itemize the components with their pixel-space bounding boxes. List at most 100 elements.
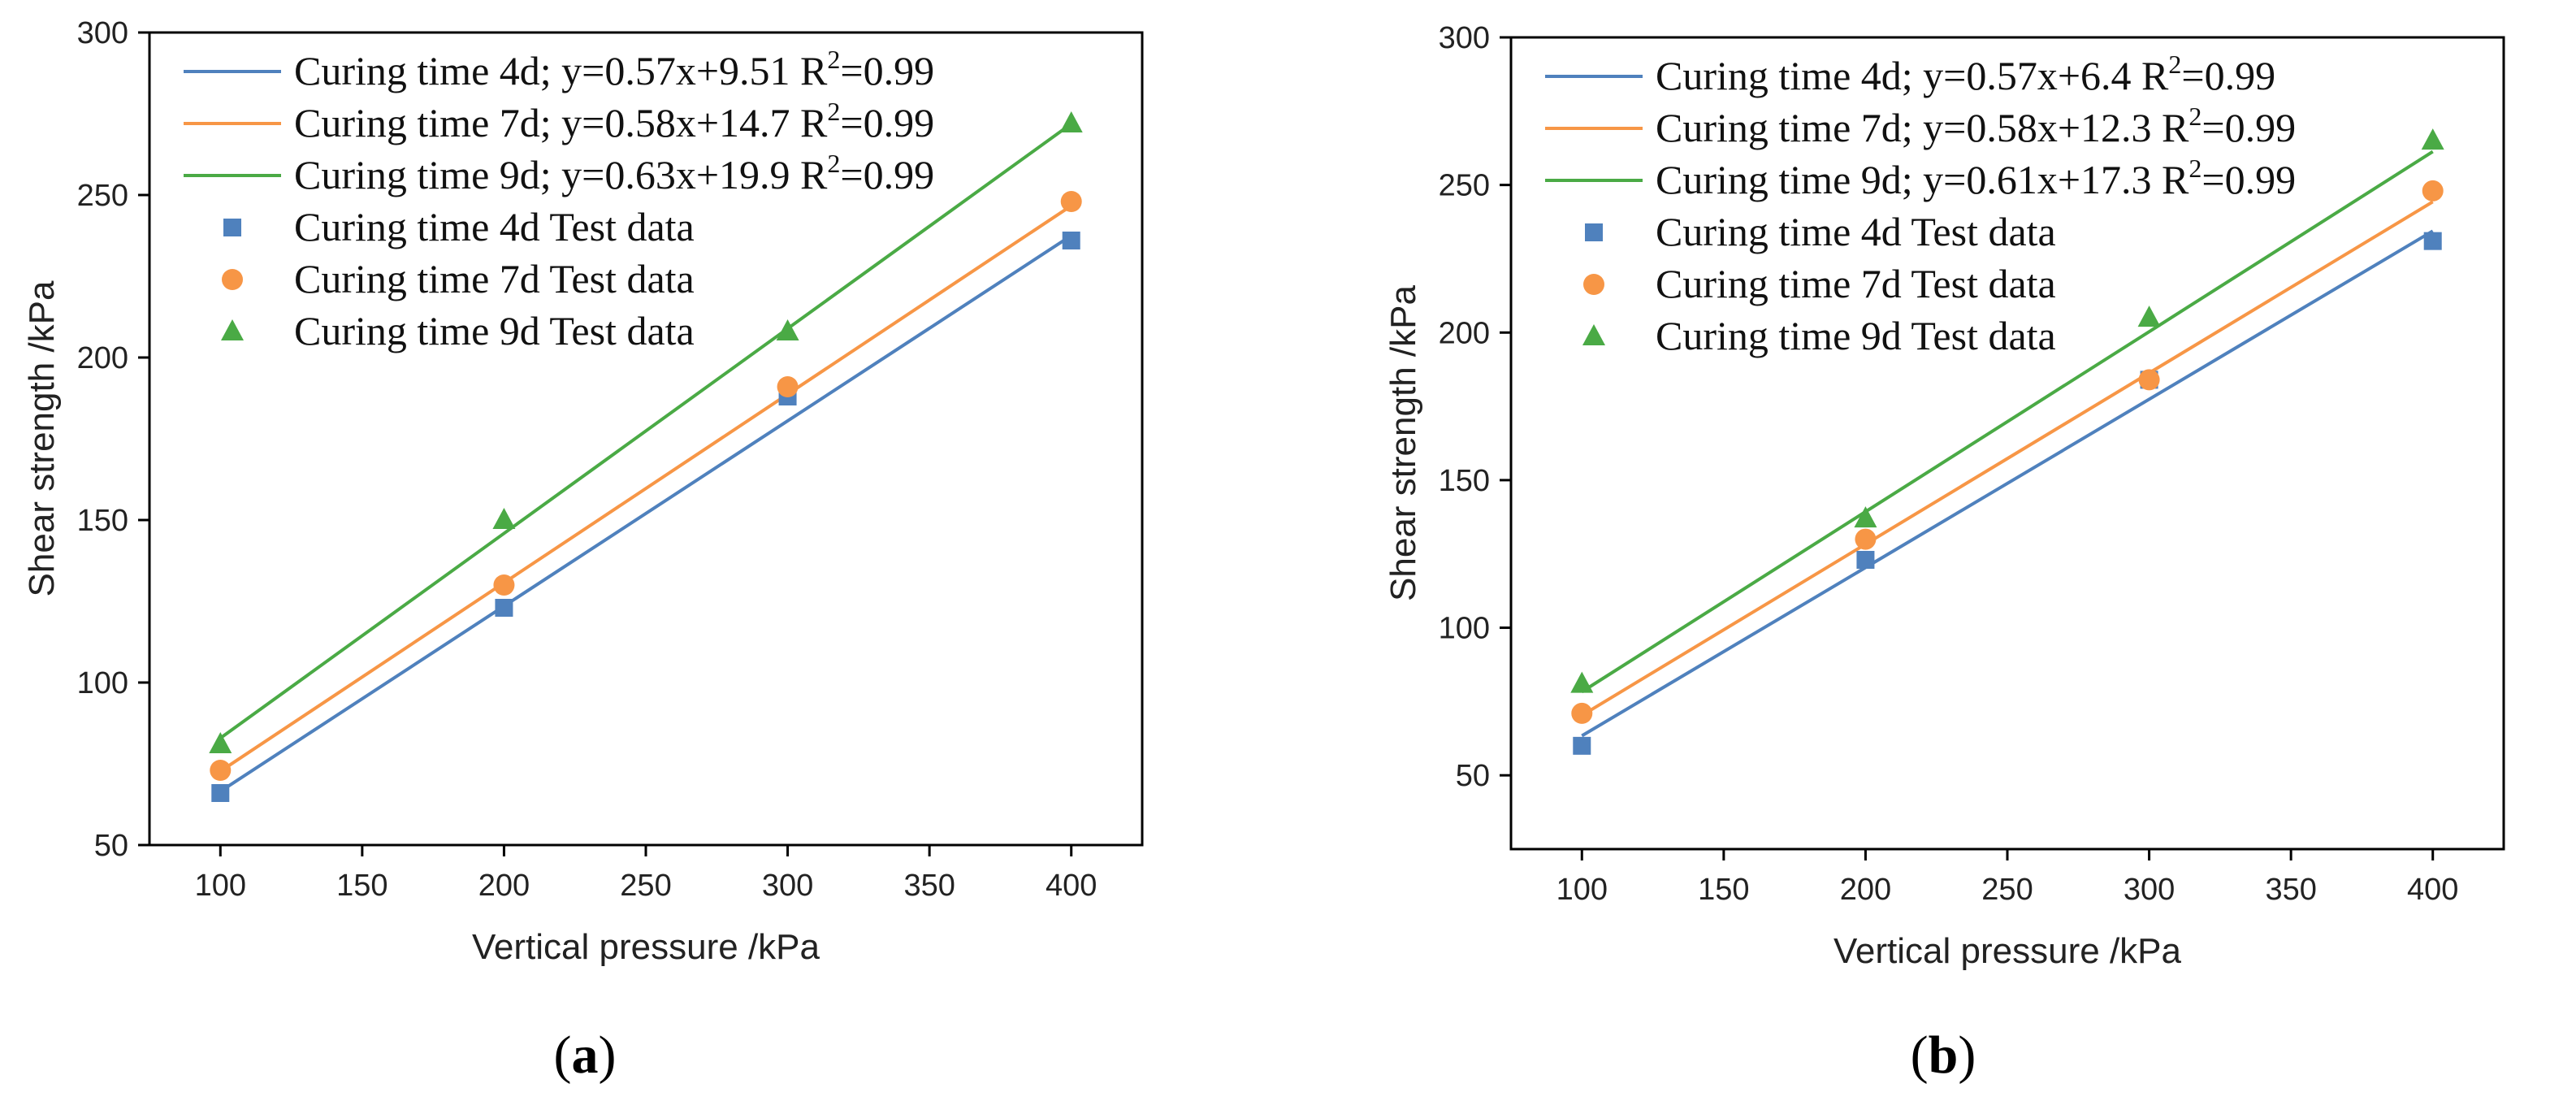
caption-open-paren: ( — [1911, 1025, 1929, 1085]
fit-line — [219, 234, 1072, 793]
x-axis-title: Vertical pressure /kPa — [472, 927, 820, 967]
data-point-square — [1573, 736, 1591, 755]
data-point-triangle — [221, 319, 244, 340]
data-point-circle — [1571, 702, 1593, 724]
panel-caption: (a) — [554, 1025, 617, 1085]
fit-lines — [219, 122, 1072, 793]
legend-superscript: 2 — [2168, 50, 2181, 79]
legend-fit-text: Curing time 7d; y=0.58x+12.3 R — [1656, 105, 2189, 150]
data-markers — [209, 111, 1083, 802]
legend-superscript: 2 — [2189, 154, 2202, 183]
legend: Curing time 4d; y=0.57x+9.51 R2=0.99Curi… — [184, 45, 934, 353]
fit-line — [1581, 150, 2434, 694]
legend-fit-text: Curing time 7d; y=0.58x+14.7 R — [294, 100, 828, 145]
legend-fit-text: Curing time 9d; y=0.61x+17.3 R — [1656, 157, 2189, 202]
fit-line — [219, 204, 1072, 773]
x-tick-label: 300 — [2124, 873, 2175, 907]
x-tick-label: 100 — [1556, 873, 1608, 907]
data-point-square — [1062, 232, 1080, 249]
y-tick-label: 300 — [77, 16, 128, 50]
tick-group: 100 150 200 250 300 350 400 50 100 150 200 250 300 — [1439, 21, 2459, 907]
data-point-triangle — [492, 508, 516, 529]
data-point-square — [2423, 232, 2442, 250]
legend-fit-text: Curing time 9d; y=0.63x+19.9 R — [294, 152, 828, 197]
legend-series-label: Curing time 7d Test data — [294, 256, 695, 301]
x-tick-label: 350 — [903, 869, 955, 903]
tick-group: 100 150 200 250 300 350 400 50 100 150 200 250 300 — [77, 16, 1098, 903]
y-axis-title: Shear strength /kPa — [1383, 285, 1423, 601]
y-tick-label: 200 — [77, 341, 128, 375]
y-axis-title: Shear strength /kPa — [22, 280, 62, 596]
x-tick-label: 250 — [620, 869, 671, 903]
legend-superscript: 2 — [827, 97, 840, 126]
y-tick-label: 150 — [77, 504, 128, 538]
data-point-square — [211, 784, 230, 802]
x-tick-label: 200 — [478, 869, 530, 903]
caption-open-paren: ( — [554, 1025, 572, 1085]
legend-fit-text: Curing time 4d; y=0.57x+9.51 R — [294, 48, 828, 93]
legend-fit-tail: =0.99 — [2202, 105, 2296, 150]
y-tick-label: 50 — [1456, 759, 1490, 793]
legend-fit-tail: =0.99 — [2202, 157, 2296, 202]
data-point-circle — [1583, 274, 1604, 295]
legend-series-label: Curing time 9d Test data — [1656, 313, 2056, 358]
caption-letter: b — [1929, 1025, 1959, 1085]
y-tick-label: 100 — [77, 666, 128, 700]
x-tick-label: 400 — [2407, 873, 2458, 907]
data-point-circle — [493, 574, 515, 596]
y-tick-label: 200 — [1439, 316, 1490, 350]
fit-line — [1581, 200, 2434, 717]
fit-line — [1581, 229, 2434, 738]
y-tick-label: 100 — [1439, 612, 1490, 646]
caption-close-paren: ) — [599, 1025, 617, 1085]
caption-close-paren: ) — [1958, 1025, 1976, 1085]
data-point-circle — [2422, 180, 2444, 202]
data-point-triangle — [1570, 671, 1594, 693]
data-point-circle — [1060, 191, 1082, 212]
data-point-square — [223, 219, 241, 236]
x-tick-label: 150 — [1698, 873, 1749, 907]
x-tick-label: 400 — [1046, 869, 1097, 903]
data-point-circle — [1855, 528, 1877, 550]
legend-series-label: Curing time 7d Test data — [1656, 261, 2056, 306]
x-tick-label: 200 — [1840, 873, 1891, 907]
legend-fit-tail: =0.99 — [840, 152, 934, 197]
data-point-triangle — [2421, 128, 2444, 150]
chart-panel-b: 100 150 200 250 300 350 400 50 100 150 200 250 300 C… — [1383, 21, 2505, 1085]
legend-series-label: Curing time 4d Test data — [294, 204, 695, 249]
x-tick-label: 250 — [1981, 873, 2033, 907]
x-tick-label: 150 — [336, 869, 387, 903]
data-point-triangle — [1059, 111, 1083, 132]
legend-fit-label: Curing time 4d; y=0.57x+9.51 R2=0.99 — [294, 45, 934, 93]
data-markers — [1570, 128, 2444, 755]
legend-fit-tail: =0.99 — [2181, 53, 2275, 98]
data-point-square — [1856, 550, 1875, 569]
y-tick-label: 250 — [77, 179, 128, 213]
data-point-square — [495, 599, 513, 617]
legend-fit-text: Curing time 4d; y=0.57x+6.4 R — [1656, 53, 2169, 98]
data-point-triangle — [776, 319, 799, 340]
legend-fit-label: Curing time 9d; y=0.63x+19.9 R2=0.99 — [294, 149, 934, 197]
data-point-triangle — [1854, 506, 1877, 528]
legend-fit-tail: =0.99 — [840, 100, 934, 145]
legend: Curing time 4d; y=0.57x+6.4 R2=0.99Curin… — [1545, 50, 2296, 358]
legend-fit-label: Curing time 7d; y=0.58x+14.7 R2=0.99 — [294, 97, 934, 145]
chart-panel-a: 100 150 200 250 300 350 400 50 100 150 200 250 300 C… — [22, 16, 1144, 1085]
y-tick-label: 50 — [94, 829, 128, 863]
fit-line — [219, 122, 1072, 740]
x-axis-title: Vertical pressure /kPa — [1834, 931, 2181, 971]
x-tick-label: 100 — [195, 869, 246, 903]
caption-letter: a — [572, 1025, 599, 1085]
legend-fit-label: Curing time 9d; y=0.61x+17.3 R2=0.99 — [1656, 154, 2296, 202]
legend-fit-label: Curing time 4d; y=0.57x+6.4 R2=0.99 — [1656, 50, 2275, 98]
legend-fit-tail: =0.99 — [840, 48, 934, 93]
legend-series-label: Curing time 9d Test data — [294, 308, 695, 353]
data-point-triangle — [2137, 306, 2161, 327]
panel-caption: (b) — [1911, 1025, 1976, 1085]
y-tick-label: 300 — [1439, 21, 1490, 55]
y-tick-label: 250 — [1439, 169, 1490, 203]
data-point-square — [1585, 223, 1603, 241]
fit-lines — [1581, 150, 2434, 738]
legend-superscript: 2 — [827, 45, 840, 74]
